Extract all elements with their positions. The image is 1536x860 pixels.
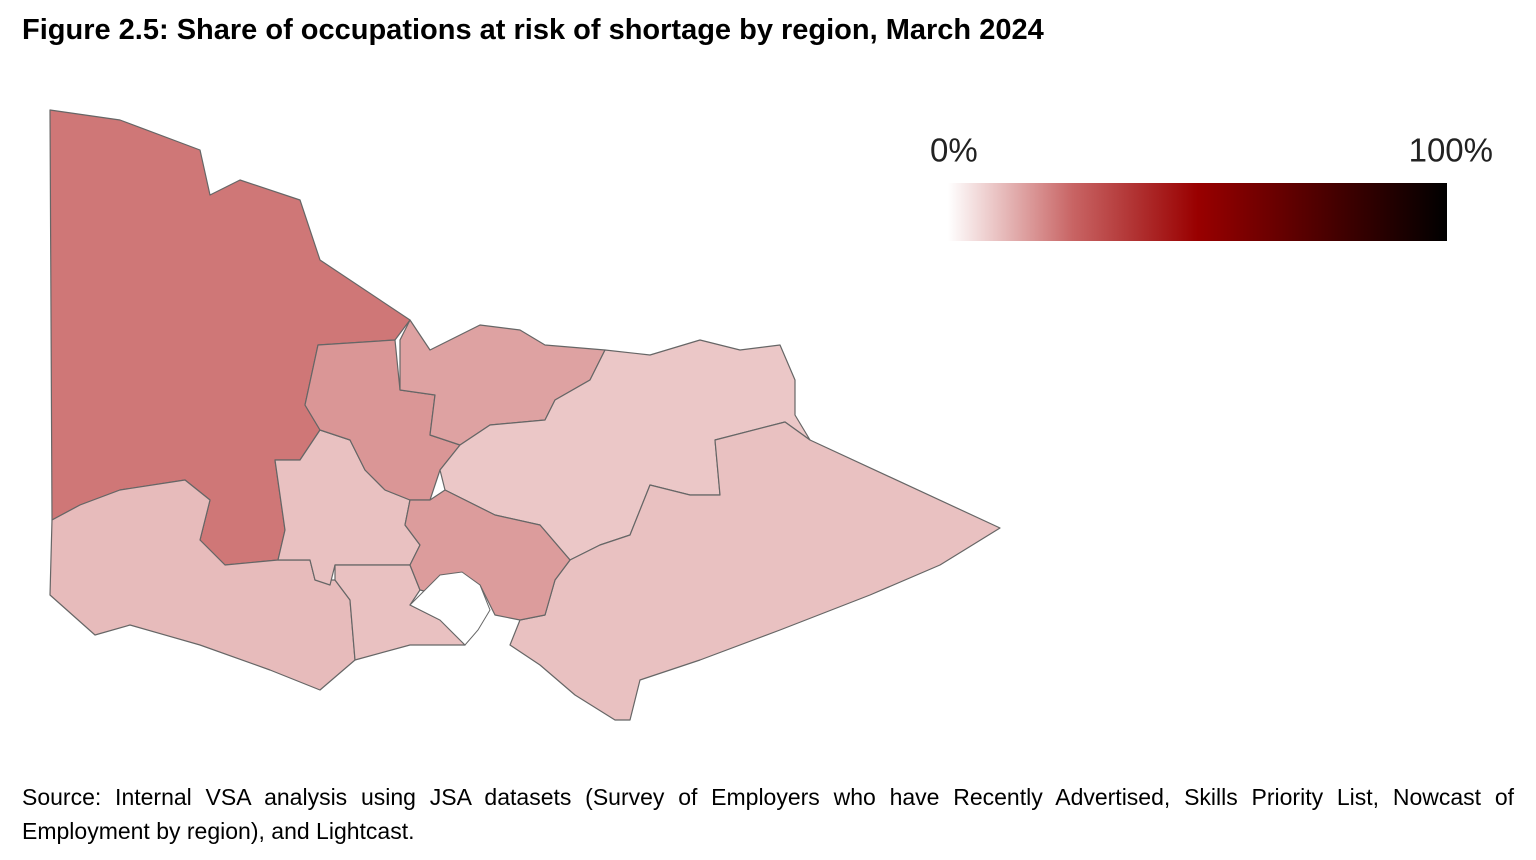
chart-title: Figure 2.5: Share of occupations at risk… <box>22 14 1044 46</box>
map: 0% 100% <box>49 109 1493 721</box>
region <box>509 421 1001 721</box>
color-tick-label: 0% <box>930 132 978 169</box>
color-scale <box>948 183 1447 241</box>
bay <box>409 571 491 646</box>
color-tick-label: 100% <box>1409 132 1493 169</box>
source-note: Source: Internal VSA analysis using JSA … <box>22 784 1514 844</box>
